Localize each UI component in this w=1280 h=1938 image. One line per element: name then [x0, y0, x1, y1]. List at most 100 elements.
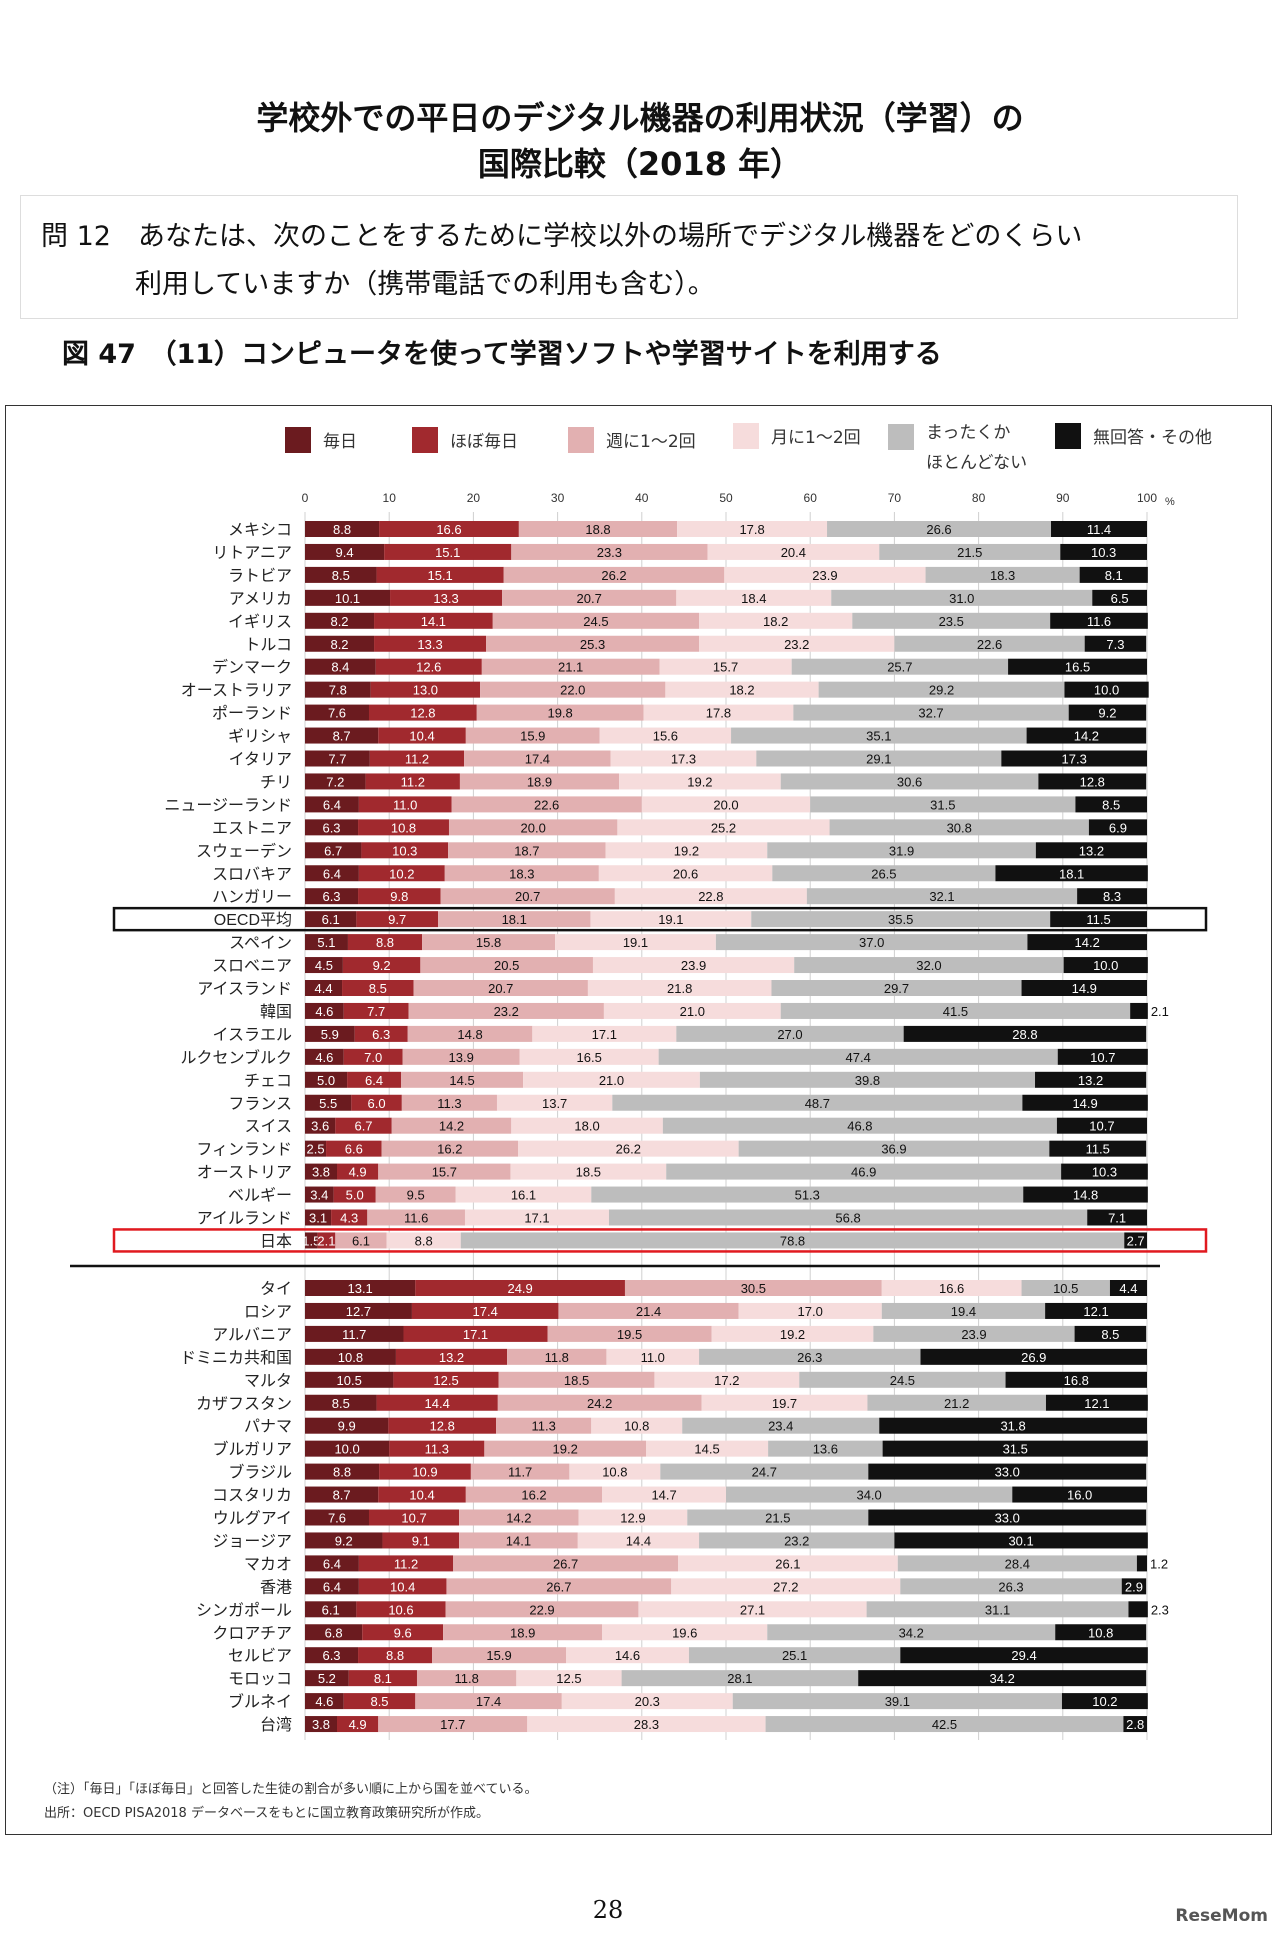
- bar-segment: [492, 612, 700, 629]
- data-label: 31.1: [985, 1602, 1010, 1617]
- bar-segment: [621, 1670, 859, 1687]
- data-label: 5.9: [321, 1027, 339, 1042]
- bar-segment: [1060, 543, 1147, 560]
- data-label: 14.7: [651, 1488, 676, 1503]
- bar-segment: [305, 1578, 359, 1595]
- data-label: 5.1: [317, 935, 335, 950]
- bar-segment: [496, 1417, 592, 1434]
- bar-segment: [1061, 1163, 1148, 1180]
- data-label: 17.3: [671, 752, 696, 767]
- bar-segment: [738, 1302, 882, 1319]
- bar-segment: [1038, 773, 1147, 790]
- bar-segment: [1074, 1325, 1147, 1342]
- country-label: パナマ: [244, 1419, 292, 1436]
- bar-segment: [925, 566, 1080, 583]
- bar-segment: [305, 681, 371, 698]
- data-label: 10.8: [1088, 1625, 1113, 1640]
- bar-segment: [606, 1348, 700, 1365]
- stacked-bar-chart: 0 10 20 30 40 50 60 70 80 90 100 % メキシコ 8.8 16.6 18.8 17…: [70, 491, 1208, 1740]
- legend-label: 週に1〜2回: [606, 432, 696, 452]
- data-label: 10.8: [624, 1419, 649, 1434]
- bar-segment: [502, 589, 677, 606]
- data-label: 8.8: [333, 522, 351, 537]
- legend-swatch: [888, 424, 914, 450]
- bar-segment: [510, 1163, 667, 1180]
- bar-segment: [612, 1094, 1023, 1111]
- data-label: 11.5: [1086, 912, 1110, 927]
- bar-segment: [342, 980, 414, 996]
- bar-segment: [305, 1094, 352, 1111]
- legend-label-line2: ほとんどない: [926, 453, 1028, 473]
- bar-segment: [1021, 1280, 1110, 1296]
- bar-segment: [305, 1624, 363, 1641]
- data-label: 6.1: [352, 1233, 370, 1248]
- x-tick-label: 70: [888, 491, 902, 505]
- bar-segment: [724, 566, 926, 583]
- data-label: 18.2: [729, 683, 754, 698]
- data-label: 9.4: [336, 545, 354, 560]
- bar-segment: [305, 1140, 327, 1157]
- data-label: 26.3: [998, 1579, 1023, 1594]
- bar-segment: [699, 612, 853, 629]
- data-label: 5.5: [319, 1096, 337, 1111]
- bar-segment: [866, 1601, 1129, 1618]
- data-label: 6.1: [322, 912, 340, 927]
- bar-segment: [378, 1716, 528, 1733]
- bar-segment: [342, 957, 421, 974]
- data-label: 8.4: [331, 660, 349, 675]
- bar-segment: [1084, 635, 1147, 652]
- x-tick-label: 10: [383, 491, 397, 505]
- data-label: 13.3: [433, 591, 458, 606]
- bar-segment: [511, 543, 708, 560]
- data-label: 28.3: [634, 1717, 659, 1732]
- bar-segment: [900, 1578, 1122, 1595]
- legend-label: 無回答・その他: [1093, 428, 1212, 448]
- bar-segment: [407, 1025, 533, 1042]
- bar-segment: [305, 1002, 344, 1019]
- data-label: 8.5: [369, 981, 387, 996]
- bar-segment: [1022, 1094, 1148, 1111]
- data-label: 10.7: [1089, 1119, 1114, 1134]
- data-label: 8.5: [1101, 1327, 1119, 1342]
- bar-segment: [765, 1716, 1124, 1733]
- data-label: 2.7: [1127, 1233, 1145, 1248]
- legend-swatch: [568, 427, 594, 453]
- data-label: 18.9: [510, 1625, 535, 1640]
- data-label: 6.3: [322, 1648, 340, 1663]
- bar-segment: [402, 1048, 520, 1065]
- data-label: 17.0: [798, 1304, 823, 1319]
- bar-segment: [335, 1117, 392, 1134]
- bar-segment: [393, 1371, 499, 1388]
- legend-item-no-answer: 無回答・その他: [1055, 423, 1212, 449]
- data-label: 39.8: [855, 1073, 880, 1088]
- data-label: 13.7: [542, 1096, 567, 1111]
- data-label: 37.0: [859, 935, 884, 950]
- bar-segment: [305, 1670, 349, 1687]
- data-label: 10.4: [409, 1488, 434, 1503]
- data-label: 20.7: [577, 591, 602, 606]
- bar-segment: [995, 865, 1148, 882]
- data-label: 15.6: [653, 729, 678, 744]
- data-label: 15.1: [427, 568, 452, 583]
- data-label: 10.0: [334, 1442, 359, 1457]
- bar-segment: [566, 1647, 689, 1664]
- data-label: 23.4: [768, 1419, 793, 1434]
- data-label: 24.5: [583, 614, 608, 629]
- bar-segment: [465, 727, 600, 744]
- bar-segment: [386, 1232, 461, 1249]
- bar-segment: [395, 1348, 508, 1365]
- data-label: 13.1: [347, 1281, 372, 1296]
- data-label: 21.0: [680, 1004, 705, 1019]
- data-label: 8.8: [415, 1233, 433, 1248]
- bar-segment: [376, 566, 504, 583]
- bar-segment: [381, 1140, 519, 1157]
- data-label: 8.7: [333, 729, 351, 744]
- bar-segment: [666, 1163, 1062, 1180]
- bar-segment: [900, 1647, 1148, 1664]
- bar-segment: [305, 750, 370, 767]
- bar-segment: [676, 1025, 904, 1042]
- data-label: 17.3: [1062, 752, 1087, 767]
- data-label: 17.2: [714, 1373, 739, 1388]
- data-label: 10.8: [338, 1350, 363, 1365]
- bar-segment: [507, 1348, 607, 1365]
